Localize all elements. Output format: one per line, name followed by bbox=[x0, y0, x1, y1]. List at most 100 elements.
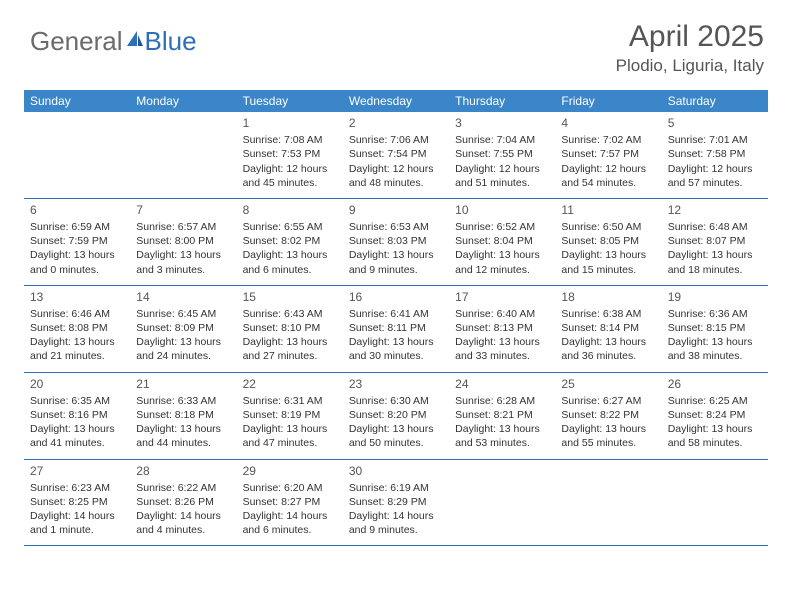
daylight-text: Daylight: 13 hours and 27 minutes. bbox=[243, 335, 337, 363]
sunset-text: Sunset: 8:25 PM bbox=[30, 495, 124, 509]
sunrise-text: Sunrise: 6:27 AM bbox=[561, 394, 655, 408]
day-number: 2 bbox=[349, 115, 443, 131]
sunrise-text: Sunrise: 6:38 AM bbox=[561, 307, 655, 321]
sunrise-text: Sunrise: 6:25 AM bbox=[668, 394, 762, 408]
sunrise-text: Sunrise: 7:08 AM bbox=[243, 133, 337, 147]
day-cell: 15Sunrise: 6:43 AMSunset: 8:10 PMDayligh… bbox=[237, 286, 343, 372]
day-cell: 20Sunrise: 6:35 AMSunset: 8:16 PMDayligh… bbox=[24, 373, 130, 459]
day-cell: 30Sunrise: 6:19 AMSunset: 8:29 PMDayligh… bbox=[343, 460, 449, 546]
sunset-text: Sunset: 8:29 PM bbox=[349, 495, 443, 509]
sunrise-text: Sunrise: 6:23 AM bbox=[30, 481, 124, 495]
day-number: 21 bbox=[136, 376, 230, 392]
sunset-text: Sunset: 8:22 PM bbox=[561, 408, 655, 422]
sunrise-text: Sunrise: 6:35 AM bbox=[30, 394, 124, 408]
sunset-text: Sunset: 8:16 PM bbox=[30, 408, 124, 422]
daylight-text: Daylight: 12 hours and 48 minutes. bbox=[349, 162, 443, 190]
sunset-text: Sunset: 8:02 PM bbox=[243, 234, 337, 248]
weekday-header: Tuesday bbox=[237, 90, 343, 112]
sunrise-text: Sunrise: 6:22 AM bbox=[136, 481, 230, 495]
logo-sail-icon bbox=[123, 28, 145, 55]
sunset-text: Sunset: 8:08 PM bbox=[30, 321, 124, 335]
day-number: 27 bbox=[30, 463, 124, 479]
sunset-text: Sunset: 7:57 PM bbox=[561, 147, 655, 161]
day-cell: 16Sunrise: 6:41 AMSunset: 8:11 PMDayligh… bbox=[343, 286, 449, 372]
daylight-text: Daylight: 13 hours and 58 minutes. bbox=[668, 422, 762, 450]
sunrise-text: Sunrise: 7:06 AM bbox=[349, 133, 443, 147]
sunset-text: Sunset: 7:55 PM bbox=[455, 147, 549, 161]
week-row: 27 Sunrise: 6:23 AMSunset: 8:25 PM Dayligh… bbox=[24, 460, 768, 547]
weekday-header: Wednesday bbox=[343, 90, 449, 112]
sunrise-text: Sunrise: 6:48 AM bbox=[668, 220, 762, 234]
day-cell: 26 Sunrise: 6:25 AMSunset: 8:24 PMDayligh… bbox=[662, 373, 768, 459]
day-cell: 6Sunrise: 6:59 AMSunset: 7:59 PMDaylight… bbox=[24, 199, 130, 285]
daylight-text: Daylight: 13 hours and 41 minutes. bbox=[30, 422, 124, 450]
day-number: 25 bbox=[561, 376, 655, 392]
day-cell: 25 Sunrise: 6:27 AMSunset: 8:22 PMDayligh… bbox=[555, 373, 661, 459]
sunrise-text: Sunrise: 7:04 AM bbox=[455, 133, 549, 147]
daylight-text: Daylight: 13 hours and 47 minutes. bbox=[243, 422, 337, 450]
day-number: 5 bbox=[668, 115, 762, 131]
day-number: 17 bbox=[455, 289, 549, 305]
day-cell: 23Sunrise: 6:30 AMSunset: 8:20 PMDayligh… bbox=[343, 373, 449, 459]
sunrise-text: Sunrise: 6:33 AM bbox=[136, 394, 230, 408]
day-empty bbox=[130, 112, 236, 198]
weekday-header: Sunday bbox=[24, 90, 130, 112]
sunset-text: Sunset: 8:24 PM bbox=[668, 408, 762, 422]
weekday-header-row: SundayMondayTuesdayWednesdayThursdayFrid… bbox=[24, 90, 768, 112]
sunset-text: Sunset: 8:21 PM bbox=[455, 408, 549, 422]
day-empty bbox=[662, 460, 768, 546]
day-cell: 11Sunrise: 6:50 AMSunset: 8:05 PMDayligh… bbox=[555, 199, 661, 285]
daylight-text: Daylight: 13 hours and 9 minutes. bbox=[349, 248, 443, 276]
sunrise-text: Sunrise: 6:30 AM bbox=[349, 394, 443, 408]
daylight-text: Daylight: 13 hours and 55 minutes. bbox=[561, 422, 655, 450]
day-number: 3 bbox=[455, 115, 549, 131]
day-cell: 4Sunrise: 7:02 AMSunset: 7:57 PMDaylight… bbox=[555, 112, 661, 198]
sunrise-text: Sunrise: 6:45 AM bbox=[136, 307, 230, 321]
daylight-text: Daylight: 14 hours and 4 minutes. bbox=[136, 509, 230, 537]
sunrise-text: Sunrise: 6:57 AM bbox=[136, 220, 230, 234]
day-number: 4 bbox=[561, 115, 655, 131]
daylight-text: Daylight: 13 hours and 44 minutes. bbox=[136, 422, 230, 450]
sunrise-text: Sunrise: 6:52 AM bbox=[455, 220, 549, 234]
week-row: 20Sunrise: 6:35 AMSunset: 8:16 PMDayligh… bbox=[24, 373, 768, 460]
day-cell: 19Sunrise: 6:36 AMSunset: 8:15 PMDayligh… bbox=[662, 286, 768, 372]
sunset-text: Sunset: 7:54 PM bbox=[349, 147, 443, 161]
daylight-text: Daylight: 12 hours and 54 minutes. bbox=[561, 162, 655, 190]
sunrise-text: Sunrise: 6:55 AM bbox=[243, 220, 337, 234]
sunrise-text: Sunrise: 6:41 AM bbox=[349, 307, 443, 321]
week-row: 6Sunrise: 6:59 AMSunset: 7:59 PMDaylight… bbox=[24, 199, 768, 286]
day-number: 8 bbox=[243, 202, 337, 218]
day-cell: 9Sunrise: 6:53 AMSunset: 8:03 PMDaylight… bbox=[343, 199, 449, 285]
sunset-text: Sunset: 8:19 PM bbox=[243, 408, 337, 422]
sunset-text: Sunset: 8:11 PM bbox=[349, 321, 443, 335]
day-number: 26 bbox=[668, 376, 762, 392]
sunset-text: Sunset: 8:14 PM bbox=[561, 321, 655, 335]
day-number: 12 bbox=[668, 202, 762, 218]
calendar: SundayMondayTuesdayWednesdayThursdayFrid… bbox=[24, 90, 768, 546]
daylight-text: Daylight: 14 hours and 6 minutes. bbox=[243, 509, 337, 537]
day-cell: 27Sunrise: 6:23 AMSunset: 8:25 PMDayligh… bbox=[24, 460, 130, 546]
sunrise-text: Sunrise: 7:01 AM bbox=[668, 133, 762, 147]
daylight-text: Daylight: 13 hours and 33 minutes. bbox=[455, 335, 549, 363]
day-cell: 8 Sunrise: 6:55 AMSunset: 8:02 PMDaylight… bbox=[237, 199, 343, 285]
day-cell: 14Sunrise: 6:45 AMSunset: 8:09 PMDayligh… bbox=[130, 286, 236, 372]
day-cell: 29Sunrise: 6:20 AMSunset: 8:27 PMDayligh… bbox=[237, 460, 343, 546]
week-row: 13Sunrise: 6:46 AMSunset: 8:08 PMDayligh… bbox=[24, 286, 768, 373]
sunrise-text: Sunrise: 6:31 AM bbox=[243, 394, 337, 408]
day-number: 7 bbox=[136, 202, 230, 218]
sunrise-text: Sunrise: 6:19 AM bbox=[349, 481, 443, 495]
daylight-text: Daylight: 12 hours and 45 minutes. bbox=[243, 162, 337, 190]
day-number: 24 bbox=[455, 376, 549, 392]
day-empty bbox=[449, 460, 555, 546]
daylight-text: Daylight: 14 hours and 9 minutes. bbox=[349, 509, 443, 537]
day-number: 15 bbox=[243, 289, 337, 305]
daylight-text: Daylight: 13 hours and 6 minutes. bbox=[243, 248, 337, 276]
sunset-text: Sunset: 7:53 PM bbox=[243, 147, 337, 161]
day-number: 22 bbox=[243, 376, 337, 392]
day-number: 9 bbox=[349, 202, 443, 218]
daylight-text: Daylight: 12 hours and 57 minutes. bbox=[668, 162, 762, 190]
logo-text-general: General bbox=[30, 26, 123, 57]
logo: General Blue bbox=[30, 26, 197, 57]
sunset-text: Sunset: 8:09 PM bbox=[136, 321, 230, 335]
sunset-text: Sunset: 8:20 PM bbox=[349, 408, 443, 422]
